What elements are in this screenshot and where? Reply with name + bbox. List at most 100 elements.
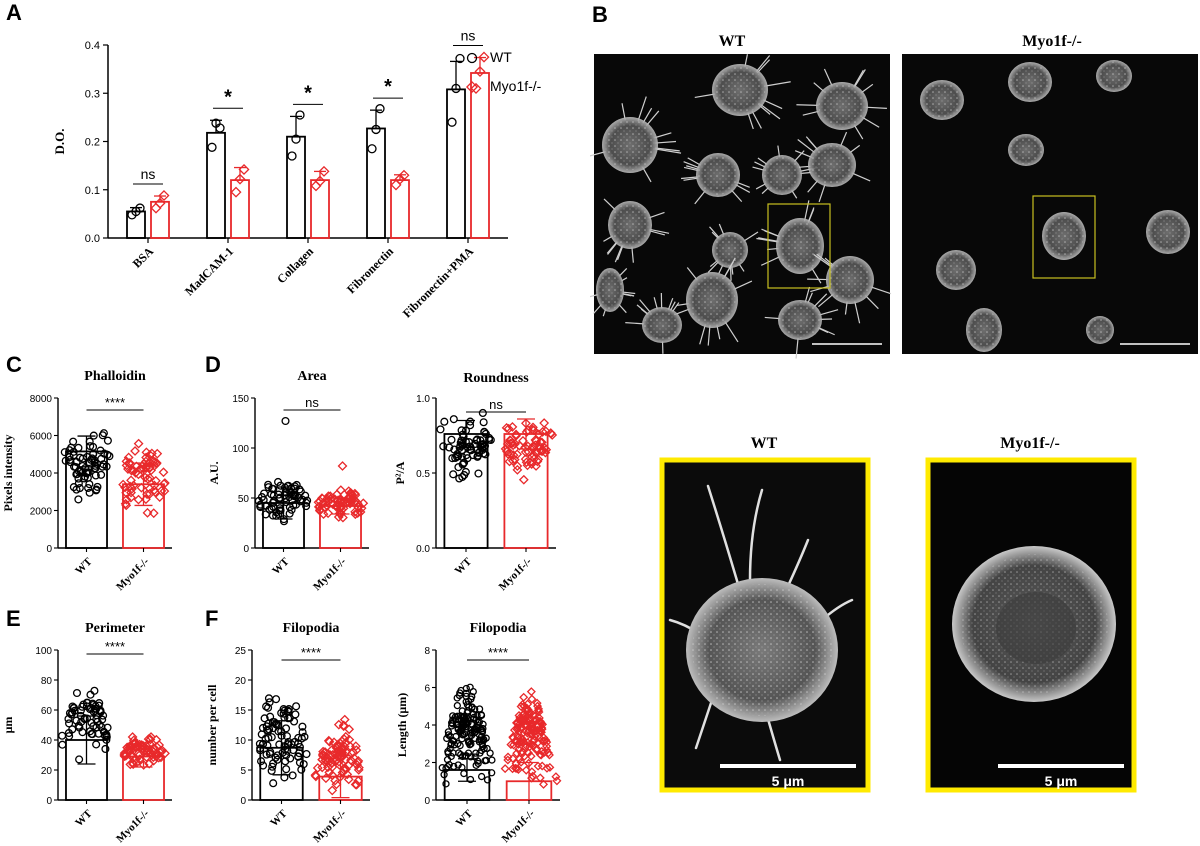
data-point <box>323 735 334 746</box>
data-point <box>124 458 135 468</box>
data-point <box>516 757 526 767</box>
filopodium <box>694 190 707 205</box>
cell-texture <box>610 203 650 247</box>
data-point <box>541 426 551 437</box>
significance-label: **** <box>105 639 125 654</box>
filopodium <box>733 280 753 291</box>
cell-texture <box>1010 64 1050 100</box>
data-point <box>462 689 470 698</box>
data-point <box>60 448 69 457</box>
data-point <box>466 683 474 691</box>
data-point <box>207 142 217 152</box>
data-point <box>75 755 84 764</box>
filopodium <box>694 93 716 99</box>
chart-title: Filopodia <box>470 621 527 636</box>
data-point <box>534 704 544 714</box>
data-point <box>80 472 90 481</box>
data-point <box>93 482 102 491</box>
data-point <box>82 469 91 478</box>
data-point <box>320 755 331 766</box>
category-label: MadCAM-1 <box>182 244 236 298</box>
y-tick-label: 0 <box>424 796 430 807</box>
filopodium <box>723 261 734 279</box>
data-point <box>485 433 494 443</box>
filopodium <box>655 140 677 144</box>
scale-bar-ko-label: 5 μm <box>1045 773 1078 789</box>
micrograph-ko-zoom: 5 μm <box>925 457 1137 793</box>
cell-texture <box>604 119 656 171</box>
panel-label-b: B <box>592 2 608 27</box>
data-point <box>141 452 151 463</box>
data-point <box>483 776 492 784</box>
filopodium <box>590 294 598 298</box>
data-point <box>352 498 363 509</box>
data-point <box>275 740 284 749</box>
filopodium <box>654 148 682 154</box>
data-point <box>543 748 553 758</box>
zoom-ko-title: Myo1f-/- <box>1000 435 1060 452</box>
data-point <box>339 734 350 745</box>
data-point <box>323 508 334 519</box>
panel-label-e: E <box>6 606 21 631</box>
data-point <box>503 752 513 762</box>
data-point <box>103 436 112 445</box>
data-point <box>133 469 144 480</box>
data-point <box>325 491 336 502</box>
data-point <box>269 496 279 505</box>
data-point <box>551 772 561 782</box>
data-point <box>528 771 538 781</box>
data-point <box>502 446 512 457</box>
micrograph-wt-zoom: 5 μm <box>659 457 871 793</box>
data-point <box>230 186 242 198</box>
data-point <box>478 51 490 63</box>
data-point <box>512 737 522 747</box>
chart-roundness: Roundness 0.0 0.5 1.0 P²/A WT Myo1f-/- ns <box>393 371 558 593</box>
filopodium <box>687 157 702 166</box>
data-point <box>463 454 472 463</box>
data-point <box>536 727 546 737</box>
data-point <box>350 509 361 520</box>
filopodium <box>854 300 861 324</box>
data-point <box>522 425 533 436</box>
filopodium <box>642 107 653 124</box>
cell-texture <box>1009 135 1043 165</box>
cell-texture <box>967 310 1001 350</box>
data-point <box>102 735 111 744</box>
micrograph-wt-title: WT <box>719 33 746 50</box>
data-point <box>470 82 482 94</box>
data-point <box>274 509 283 519</box>
data-point <box>86 690 95 699</box>
data-point <box>75 723 84 732</box>
data-point <box>65 455 74 464</box>
filopodium <box>622 292 635 297</box>
filopodium <box>730 189 743 203</box>
y-tick-label: 8 <box>424 646 430 657</box>
filopodium <box>870 286 892 295</box>
data-point <box>294 733 303 742</box>
cell-texture <box>810 145 854 185</box>
data-point <box>295 110 305 120</box>
data-point <box>318 509 329 519</box>
cell-texture <box>713 233 747 267</box>
y-tick-label: 50 <box>238 494 250 505</box>
data-point <box>274 490 283 499</box>
panel-label-c: C <box>6 352 22 377</box>
micrograph-wt-overview <box>590 54 892 359</box>
data-point <box>150 202 162 214</box>
data-point <box>512 449 523 460</box>
data-point <box>474 469 483 478</box>
data-point <box>58 740 67 749</box>
y-tick-label: 20 <box>235 676 247 687</box>
data-point <box>264 703 273 712</box>
data-point <box>78 702 87 711</box>
category-label: Myo1f-/- <box>311 807 349 845</box>
filopodium <box>593 304 602 314</box>
data-point <box>158 190 170 202</box>
filopodium <box>751 110 762 129</box>
chart-filopodia-length: Filopodia 0 2 4 6 8 Length (μm) WT Myo1f-/- **** <box>395 621 562 845</box>
data-point <box>160 748 170 759</box>
data-point <box>483 744 491 753</box>
data-point <box>281 416 290 426</box>
data-point <box>474 757 482 765</box>
filopodium <box>639 299 651 313</box>
